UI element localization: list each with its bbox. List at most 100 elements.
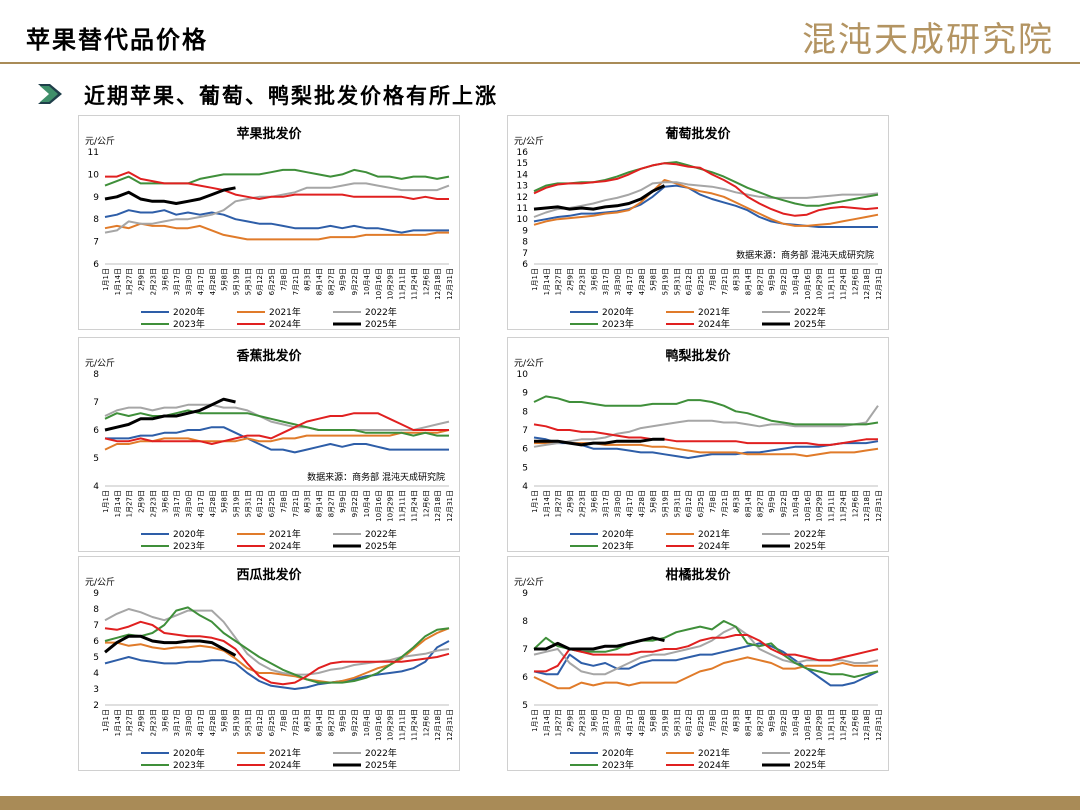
legend-label: 2022年 (794, 306, 826, 318)
legend-label: 2025年 (365, 318, 397, 329)
x-tick-label: 12月18日 (863, 709, 871, 741)
y-tick-label: 10 (517, 370, 529, 380)
y-tick-label: 6 (522, 673, 528, 683)
x-tick-label: 4月17日 (626, 268, 634, 295)
x-tick-label: 10月29日 (387, 709, 395, 741)
y-tick-label: 4 (93, 669, 99, 679)
x-tick-label: 6月12日 (685, 268, 693, 295)
x-tick-label: 12月6日 (422, 490, 430, 517)
x-tick-label: 6月25日 (268, 709, 276, 736)
footer-bar (0, 796, 1080, 810)
legend-label: 2024年 (269, 318, 301, 329)
x-tick-label: 6月12日 (256, 709, 264, 736)
y-tick-label: 11 (88, 148, 99, 158)
x-tick-label: 5月31日 (244, 490, 252, 517)
x-tick-label: 10月29日 (816, 709, 824, 741)
legend-label: 2025年 (365, 759, 397, 770)
x-tick-label: 12月6日 (851, 268, 859, 295)
x-tick-label: 8月27日 (756, 490, 764, 517)
chart-title: 香蕉批发价 (235, 348, 302, 364)
series-line-2022年 (104, 182, 450, 234)
x-tick-label: 12月31日 (446, 490, 454, 522)
x-tick-label: 12月31日 (446, 709, 454, 741)
x-tick-label: 6月25日 (268, 268, 276, 295)
legend-label: 2025年 (794, 759, 826, 770)
x-tick-label: 12月18日 (863, 268, 871, 300)
legend-label: 2022年 (365, 747, 397, 759)
x-tick-label: 5月19日 (661, 490, 669, 517)
x-tick-label: 5月19日 (661, 268, 669, 295)
chevron-right-icon (38, 84, 62, 104)
x-tick-label: 5月19日 (232, 490, 240, 517)
y-tick-label: 12 (517, 193, 528, 203)
x-tick-label: 11月11日 (399, 268, 407, 300)
x-tick-label: 7月8日 (709, 268, 717, 291)
x-tick-label: 10月16日 (804, 268, 812, 300)
x-tick-label: 11月11日 (399, 709, 407, 741)
x-tick-label: 2月23日 (149, 709, 157, 736)
y-tick-label: 7 (93, 238, 99, 248)
x-tick-label: 3月17日 (602, 709, 610, 736)
x-tick-label: 4月17日 (197, 709, 205, 736)
x-tick-label: 3月6日 (161, 490, 169, 513)
brand-logo: 混沌天成研究院 (802, 20, 1054, 60)
x-tick-label: 11月24日 (839, 268, 847, 300)
x-tick-label: 7月21日 (721, 709, 729, 736)
y-tick-label: 10 (517, 215, 529, 225)
legend-label: 2021年 (269, 747, 301, 759)
x-tick-label: 2月23日 (149, 490, 157, 517)
x-tick-label: 8月27日 (327, 490, 335, 517)
series-line-2025年 (533, 184, 666, 211)
x-tick-label: 2月23日 (578, 490, 586, 517)
x-tick-label: 9月9日 (339, 709, 347, 732)
series-line-2025年 (104, 634, 237, 657)
x-tick-label: 5月31日 (244, 709, 252, 736)
x-tick-label: 1月1日 (531, 268, 539, 291)
y-tick-label: 2 (93, 701, 99, 711)
x-tick-label: 11月24日 (410, 490, 418, 522)
legend-label: 2020年 (602, 306, 634, 318)
x-tick-label: 2月9日 (567, 490, 575, 513)
x-tick-label: 11月24日 (839, 709, 847, 741)
x-tick-label: 5月8日 (650, 490, 658, 513)
x-tick-label: 1月27日 (126, 709, 134, 736)
y-tick-label: 7 (522, 426, 528, 436)
series-line-2020年 (533, 436, 879, 459)
legend-label: 2025年 (365, 540, 397, 551)
legend-label: 2020年 (173, 747, 205, 759)
x-tick-label: 8月3日 (733, 709, 741, 732)
x-tick-label: 11月11日 (828, 268, 836, 300)
series-line-2022年 (104, 608, 450, 676)
y-tick-label: 9 (93, 193, 99, 203)
x-tick-label: 6月12日 (256, 268, 264, 295)
x-tick-label: 9月22日 (351, 268, 359, 295)
legend-label: 2024年 (698, 759, 730, 770)
chart-title: 鸭梨批发价 (665, 348, 731, 364)
legend-label: 2021年 (698, 747, 730, 759)
y-tick-label: 10 (88, 170, 100, 180)
legend-label: 2022年 (794, 747, 826, 759)
x-tick-label: 7月8日 (709, 709, 717, 732)
x-tick-label: 10月29日 (387, 490, 395, 522)
x-tick-label: 8月14日 (316, 268, 324, 295)
legend-label: 2025年 (794, 540, 826, 551)
x-tick-label: 5月19日 (232, 709, 240, 736)
x-tick-label: 9月22日 (780, 268, 788, 295)
x-tick-label: 1月27日 (126, 268, 134, 295)
legend-label: 2021年 (698, 306, 730, 318)
legend-label: 2022年 (365, 306, 397, 318)
chart-panel-pear: 鸭梨批发价 元/公斤 4 5 6 7 8 9 10 1月1日 1月14日 1月27日 2月9日 2月23日… (507, 337, 889, 552)
x-tick-label: 3月6日 (590, 490, 598, 513)
y-tick-label: 11 (517, 204, 528, 214)
legend-label: 2021年 (698, 528, 730, 540)
x-tick-label: 1月27日 (126, 490, 134, 517)
x-tick-label: 8月27日 (327, 268, 335, 295)
x-tick-label: 5月8日 (221, 268, 229, 291)
series-line-2021年 (533, 656, 878, 690)
x-tick-label: 12月31日 (446, 268, 454, 300)
section-title: 近期苹果、葡萄、鸭梨批发价格有所上涨 (84, 84, 498, 108)
x-tick-label: 3月30日 (185, 268, 193, 295)
x-tick-label: 4月28日 (638, 709, 646, 736)
y-tick-label: 5 (522, 701, 528, 711)
y-tick-label: 7 (522, 249, 528, 259)
